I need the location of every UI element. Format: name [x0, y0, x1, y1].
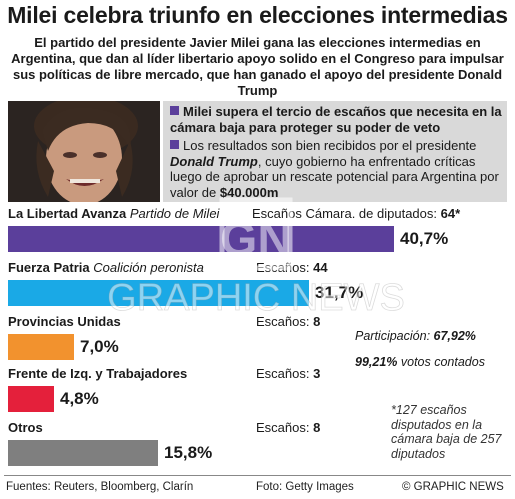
party-name: Frente de Izq. y Trabajadores [8, 366, 188, 381]
bullet-trump: Los resultados son bien recibidos por el… [170, 138, 499, 200]
footer-sources: Fuentes: Reuters, Bloomberg, Clarín [6, 481, 194, 493]
party-name: Provincias Unidas [8, 314, 121, 329]
seat-count-label: Escaños: 8 [256, 420, 321, 435]
result-percentage: 7,0% [80, 337, 119, 356]
party-name: Fuerza Patria [8, 260, 90, 275]
party-label: Provincias Unidas [8, 314, 121, 329]
rescue-amount: $40.000m [219, 184, 279, 200]
result-percentage: 4,8% [60, 389, 99, 408]
result-bar [8, 280, 309, 306]
result-bar [8, 226, 394, 252]
counted-note: 99,21% votos contados [355, 355, 485, 369]
participation-note: Participación: 67,92% [355, 329, 476, 343]
milei-photo [8, 101, 160, 202]
party-name: La Libertad Avanza [8, 206, 127, 221]
result-percentage: 40,7% [400, 229, 449, 248]
party-name: Otros [8, 420, 43, 435]
portrait-illustration [8, 101, 160, 202]
result-percentage: 31,7% [315, 283, 364, 302]
party-label: Otros [8, 420, 43, 435]
seat-count-label: Escaños: 8 [256, 314, 321, 329]
seat-count-label: Escaños Cámara. de diputados: 64* [252, 206, 461, 221]
footnote: *127 escaños disputados en la cámara baj… [391, 403, 502, 461]
party-label: Frente de Izq. y Trabajadores [8, 366, 187, 381]
coalition-label: Partido de Milei [126, 206, 220, 221]
seat-count-label: Escaños: 44 [256, 260, 328, 275]
page-subtitle: El partido del presidente Javier Milei g… [11, 35, 504, 98]
bullet-square-icon [170, 106, 179, 115]
party-label: La Libertad Avanza Partido de Milei [8, 206, 219, 221]
page-title: Milei celebra triunfo en elecciones inte… [7, 2, 508, 28]
result-bar [8, 440, 158, 466]
trump-name: Donald Trump [170, 153, 258, 169]
coalition-label: Coalición peronista [89, 260, 204, 275]
result-bar [8, 386, 54, 412]
result-percentage: 15,8% [164, 443, 213, 462]
footer-copyright: © GRAPHIC NEWS [402, 481, 504, 493]
seat-count-label: Escaños: 3 [256, 366, 321, 381]
result-bar [8, 334, 74, 360]
bullet-veto: Milei supera el tercio de escaños que ne… [170, 104, 502, 135]
footer-divider [4, 475, 511, 476]
footer-photo-credit: Foto: Getty Images [256, 481, 354, 493]
info-panel [163, 101, 507, 202]
bullet-square-icon [170, 140, 179, 149]
party-label: Fuerza Patria Coalición peronista [8, 260, 204, 275]
